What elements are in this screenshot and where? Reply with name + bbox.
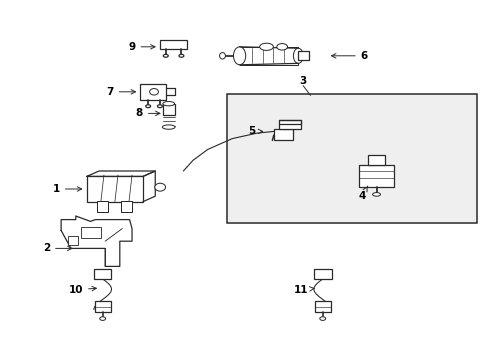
Bar bbox=[273, 129, 293, 140]
Ellipse shape bbox=[219, 53, 225, 59]
Ellipse shape bbox=[100, 317, 105, 320]
Ellipse shape bbox=[157, 105, 162, 108]
Bar bbox=[367, 155, 385, 165]
Ellipse shape bbox=[162, 125, 175, 129]
Text: 6: 6 bbox=[331, 51, 367, 61]
Bar bbox=[313, 269, 331, 279]
Text: 2: 2 bbox=[43, 243, 72, 253]
Bar bbox=[298, 51, 308, 60]
Ellipse shape bbox=[372, 193, 380, 196]
Bar bbox=[95, 301, 110, 312]
Bar bbox=[81, 227, 101, 238]
Bar bbox=[68, 236, 78, 245]
Bar bbox=[314, 301, 330, 312]
Ellipse shape bbox=[179, 54, 183, 57]
Bar bbox=[227, 94, 476, 223]
Ellipse shape bbox=[233, 47, 245, 65]
Ellipse shape bbox=[145, 105, 150, 108]
Bar bbox=[359, 165, 393, 187]
Bar bbox=[140, 84, 165, 100]
Bar bbox=[87, 176, 142, 202]
Text: 9: 9 bbox=[128, 42, 155, 52]
Ellipse shape bbox=[259, 43, 273, 50]
Text: 5: 5 bbox=[248, 126, 262, 136]
Bar bbox=[239, 47, 298, 65]
Text: 10: 10 bbox=[68, 285, 96, 295]
Bar bbox=[163, 104, 174, 115]
Ellipse shape bbox=[163, 102, 174, 106]
Bar bbox=[97, 201, 107, 212]
Ellipse shape bbox=[163, 54, 168, 57]
Bar bbox=[94, 269, 111, 279]
Bar bbox=[121, 201, 132, 212]
Bar bbox=[278, 120, 300, 129]
Text: 8: 8 bbox=[136, 108, 160, 118]
Text: 11: 11 bbox=[293, 285, 313, 295]
Ellipse shape bbox=[293, 48, 303, 63]
Ellipse shape bbox=[149, 89, 158, 95]
Ellipse shape bbox=[319, 317, 325, 320]
Text: 1: 1 bbox=[53, 184, 81, 194]
Bar bbox=[160, 40, 186, 49]
Text: 3: 3 bbox=[299, 76, 306, 86]
Ellipse shape bbox=[276, 44, 287, 50]
Text: 7: 7 bbox=[106, 87, 135, 97]
Ellipse shape bbox=[154, 183, 165, 191]
Text: 4: 4 bbox=[357, 186, 367, 201]
